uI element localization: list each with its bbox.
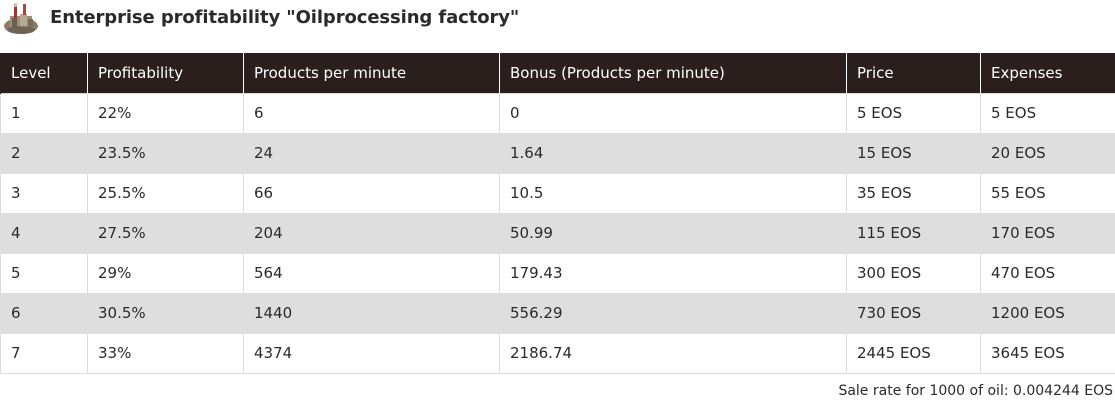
products-cell: 6 [243,92,500,134]
table-row: 5 29% 564 179.43 300 EOS 470 EOS [0,252,1115,294]
expenses-cell: 20 EOS [980,132,1115,174]
bonus-cell: 0 [499,92,847,134]
profitability-table: Level Profitability Products per minute … [0,53,1115,374]
level-cell: 3 [0,172,88,214]
bonus-cell: 556.29 [499,292,847,334]
price-cell: 115 EOS [846,212,981,254]
products-cell: 66 [243,172,500,214]
column-header-products-per-minute: Products per minute [243,53,500,93]
products-cell: 1440 [243,292,500,334]
expenses-cell: 5 EOS [980,92,1115,134]
sale-rate-note: Sale rate for 1000 of oil: 0.004244 EOS [838,383,1113,399]
level-cell: 6 [0,292,88,334]
expenses-cell: 3645 EOS [980,332,1115,374]
bonus-cell: 1.64 [499,132,847,174]
price-cell: 35 EOS [846,172,981,214]
profitability-cell: 30.5% [87,292,244,334]
price-cell: 730 EOS [846,292,981,334]
products-cell: 564 [243,252,500,294]
products-cell: 4374 [243,332,500,374]
level-cell: 5 [0,252,88,294]
profitability-cell: 22% [87,92,244,134]
page-header: Enterprise profitability "Oilprocessing … [0,0,1115,40]
column-header-price: Price [846,53,981,93]
table-row: 4 27.5% 204 50.99 115 EOS 170 EOS [0,212,1115,254]
expenses-cell: 170 EOS [980,212,1115,254]
level-cell: 7 [0,332,88,374]
price-cell: 300 EOS [846,252,981,294]
price-cell: 2445 EOS [846,332,981,374]
expenses-cell: 1200 EOS [980,292,1115,334]
column-header-expenses: Expenses [980,53,1115,93]
products-cell: 24 [243,132,500,174]
level-cell: 1 [0,92,88,134]
expenses-cell: 470 EOS [980,252,1115,294]
bonus-cell: 179.43 [499,252,847,294]
table-header-row: Level Profitability Products per minute … [0,53,1115,93]
profitability-cell: 25.5% [87,172,244,214]
level-cell: 4 [0,212,88,254]
table-row: 2 23.5% 24 1.64 15 EOS 20 EOS [0,132,1115,174]
bonus-cell: 2186.74 [499,332,847,374]
column-header-bonus: Bonus (Products per minute) [499,53,847,93]
profitability-cell: 27.5% [87,212,244,254]
profitability-cell: 23.5% [87,132,244,174]
page-title: Enterprise profitability "Oilprocessing … [50,7,520,28]
table-row: 7 33% 4374 2186.74 2445 EOS 3645 EOS [0,332,1115,374]
column-header-profitability: Profitability [87,53,244,93]
table-row: 6 30.5% 1440 556.29 730 EOS 1200 EOS [0,292,1115,334]
expenses-cell: 55 EOS [980,172,1115,214]
column-header-level: Level [0,53,88,93]
table-row: 3 25.5% 66 10.5 35 EOS 55 EOS [0,172,1115,214]
bonus-cell: 50.99 [499,212,847,254]
profitability-cell: 29% [87,252,244,294]
bonus-cell: 10.5 [499,172,847,214]
oil-factory-icon [4,3,38,34]
profitability-cell: 33% [87,332,244,374]
price-cell: 15 EOS [846,132,981,174]
products-cell: 204 [243,212,500,254]
table-row: 1 22% 6 0 5 EOS 5 EOS [0,92,1115,134]
level-cell: 2 [0,132,88,174]
price-cell: 5 EOS [846,92,981,134]
